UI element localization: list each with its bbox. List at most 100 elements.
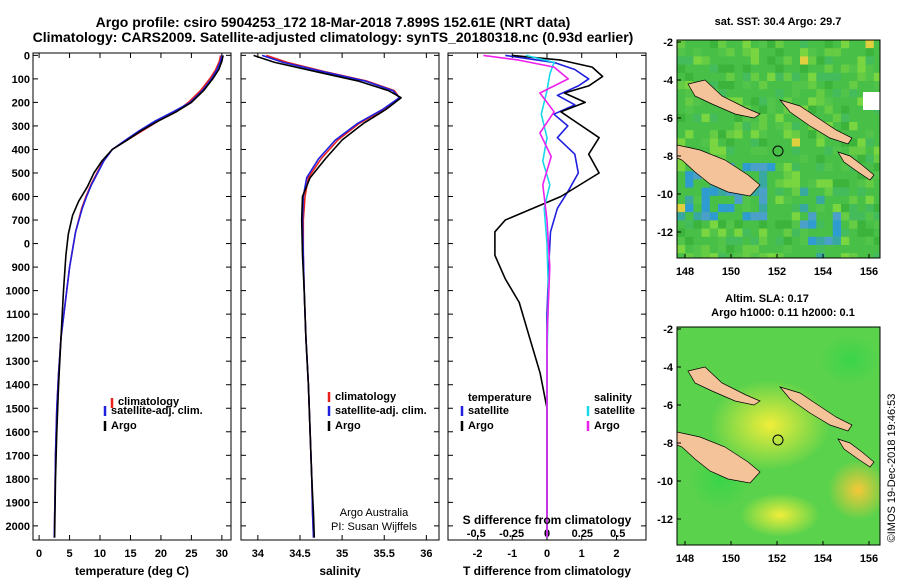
map-x-tick-label: 148 xyxy=(676,553,694,565)
sst-cell xyxy=(693,171,702,180)
salinity-x-axis: 34 34.5 35 35.5 36 xyxy=(252,53,432,560)
sst-cell xyxy=(832,146,841,155)
sst-cell xyxy=(734,228,743,237)
map-x-tick-label: 152 xyxy=(768,553,786,565)
sst-cell xyxy=(800,48,809,57)
sst-cell xyxy=(865,179,874,188)
land-new-guinea xyxy=(677,144,761,197)
sst-cell xyxy=(832,187,841,196)
sla-map-subtitle: Argo h1000: 0.11 h2000: 0.1 xyxy=(711,307,855,319)
sst-cell xyxy=(718,81,727,90)
depth-tick-label: 1900 xyxy=(6,497,30,509)
map-x-tick-label: 152 xyxy=(768,266,786,278)
sst-cell xyxy=(824,97,833,106)
sst-cell xyxy=(800,40,809,49)
sst-cell xyxy=(832,48,841,57)
sst-cell xyxy=(800,204,809,213)
sst-cell xyxy=(857,220,866,229)
sst-cell xyxy=(857,138,866,147)
map-x-tick-label: 156 xyxy=(860,266,878,278)
sst-cell xyxy=(701,212,710,221)
sst-cell xyxy=(742,204,751,213)
sst-cell xyxy=(841,187,850,196)
sst-cell xyxy=(759,171,768,180)
sst-cell xyxy=(693,212,702,221)
x-tick-label: 35.5 xyxy=(374,548,395,560)
sst-cell xyxy=(750,56,759,65)
salinity-series xyxy=(253,54,402,538)
depth-tick-label: 1200 xyxy=(6,333,30,345)
salinity-x-label: salinity xyxy=(319,564,361,578)
sst-cell xyxy=(865,56,874,65)
map-x-tick-label: 156 xyxy=(860,553,878,565)
sst-cell xyxy=(775,122,784,131)
sst-cell xyxy=(849,204,858,213)
sst-cell xyxy=(767,253,776,258)
sst-cell xyxy=(742,122,751,131)
sst-cell xyxy=(701,113,710,122)
sst-cell xyxy=(750,130,759,139)
sst-cell xyxy=(775,163,784,172)
map-x-tick-label: 148 xyxy=(676,266,694,278)
sst-cell xyxy=(677,204,686,213)
sst-cell xyxy=(775,187,784,196)
map-y-tick-label: -12 xyxy=(657,514,673,526)
salinity-plot-frame xyxy=(240,52,440,541)
sst-cell xyxy=(759,40,768,49)
legend-label-argo: Argo xyxy=(111,420,137,432)
sst-cell xyxy=(750,163,759,172)
sst-cell xyxy=(865,130,874,139)
land-new-guinea xyxy=(677,431,761,484)
sst-cells xyxy=(677,40,880,258)
x-tick-label: -1 xyxy=(507,548,517,560)
sst-cell xyxy=(750,236,759,245)
sst-cell xyxy=(791,89,800,98)
x-tick-label: 34 xyxy=(252,548,265,560)
sst-cell xyxy=(775,89,784,98)
sst-cell xyxy=(816,154,825,163)
sst-cell xyxy=(677,56,686,65)
sst-cell xyxy=(685,105,694,114)
sst-cell xyxy=(873,146,880,155)
sst-cell xyxy=(873,212,880,221)
sst-cell xyxy=(816,253,825,258)
sst-cell xyxy=(791,72,800,81)
sst-cell xyxy=(750,212,759,221)
sst-cell xyxy=(759,138,768,147)
legend-label-argo: Argo xyxy=(335,420,361,432)
depth-axis: 0 100 200 300 400 500 600 700 0 900 1000 1100 1200 13… xyxy=(6,50,231,533)
sst-cell xyxy=(767,56,776,65)
sst-cell xyxy=(767,97,776,106)
depth-tick-label: 200 xyxy=(12,97,30,109)
sst-cell xyxy=(775,113,784,122)
legend-heading-salinity: salinity xyxy=(594,392,633,404)
temperature-argo-line xyxy=(494,54,604,538)
sst-cell xyxy=(824,48,833,57)
sst-cell xyxy=(800,220,809,229)
depth-tick-label: 1400 xyxy=(6,380,30,392)
sst-cell xyxy=(849,122,858,131)
map-y-tick-label: -8 xyxy=(663,151,673,163)
sst-cell xyxy=(742,81,751,90)
sst-cell xyxy=(808,220,817,229)
sst-cell xyxy=(693,56,702,65)
sst-cell xyxy=(775,40,784,49)
map-y-tick-label: -2 xyxy=(663,324,673,336)
sst-cell xyxy=(734,253,743,258)
sst-cell xyxy=(783,171,792,180)
sst-cell xyxy=(718,187,727,196)
sst-cell xyxy=(718,40,727,49)
sst-cell xyxy=(709,220,718,229)
sst-cell xyxy=(808,212,817,221)
sst-cell xyxy=(841,253,850,258)
sst-cell xyxy=(816,89,825,98)
sst-cell xyxy=(849,220,858,229)
sst-cell xyxy=(832,89,841,98)
sst-cell xyxy=(849,64,858,73)
sst-cell xyxy=(677,245,686,254)
sst-map-frame xyxy=(676,39,881,259)
sst-cell xyxy=(718,130,727,139)
sst-cell xyxy=(726,220,735,229)
sst-cell xyxy=(832,228,841,237)
sst-cell xyxy=(841,89,850,98)
